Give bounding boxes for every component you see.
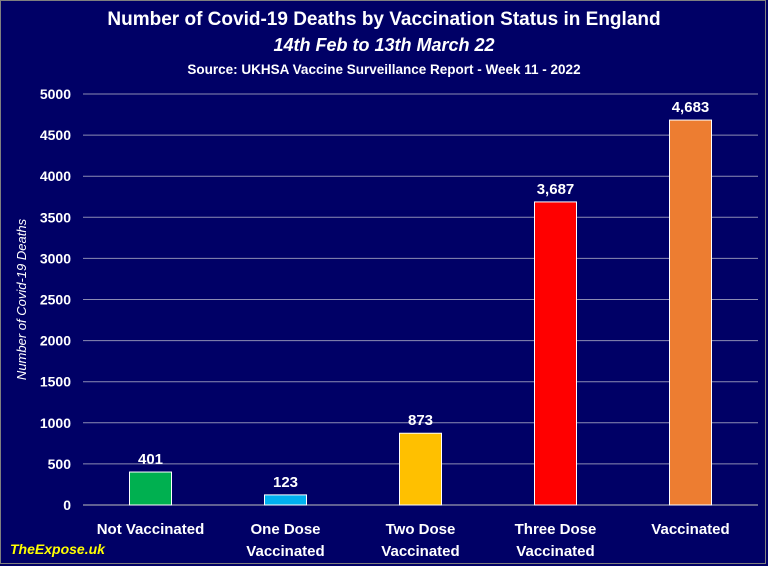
y-axis-label: Number of Covid-19 Deaths (14, 218, 29, 380)
y-tick-label: 5000 (40, 86, 71, 102)
x-tick-label: Two Dose (386, 521, 456, 538)
data-label: 123 (273, 474, 298, 491)
y-tick-label: 1000 (40, 415, 71, 431)
data-label: 4,683 (672, 99, 710, 116)
y-tick-label: 3500 (40, 209, 71, 225)
y-tick-label: 2000 (40, 333, 71, 349)
y-tick-label: 3000 (40, 250, 71, 266)
y-tick-label: 500 (48, 456, 72, 472)
chart-title: Number of Covid-19 Deaths by Vaccination… (107, 9, 661, 30)
x-tick-label: Three Dose (515, 521, 597, 538)
brand-watermark: TheExpose.uk (10, 541, 105, 557)
y-tick-label: 2500 (40, 292, 71, 308)
y-tick-label: 4500 (40, 127, 71, 143)
x-tick-label: Vaccinated (516, 543, 594, 560)
chart-source: Source: UKHSA Vaccine Surveillance Repor… (187, 62, 581, 77)
x-tick-label: Not Vaccinated (97, 521, 205, 538)
x-tick-label: Vaccinated (381, 543, 459, 560)
bar (534, 201, 577, 506)
data-label: 3,687 (537, 181, 575, 198)
chart-subtitle: 14th Feb to 13th March 22 (273, 35, 495, 55)
bar (669, 119, 712, 506)
data-label: 401 (138, 451, 163, 468)
y-tick-label: 1500 (40, 374, 71, 390)
data-label: 873 (408, 412, 433, 429)
bar (129, 471, 172, 506)
x-tick-label: Vaccinated (651, 521, 729, 538)
bar (399, 432, 442, 506)
bar (264, 494, 307, 506)
y-tick-label: 0 (63, 497, 71, 513)
x-tick-label: One Dose (250, 521, 320, 538)
x-tick-label: Vaccinated (246, 543, 324, 560)
y-tick-label: 4000 (40, 168, 71, 184)
